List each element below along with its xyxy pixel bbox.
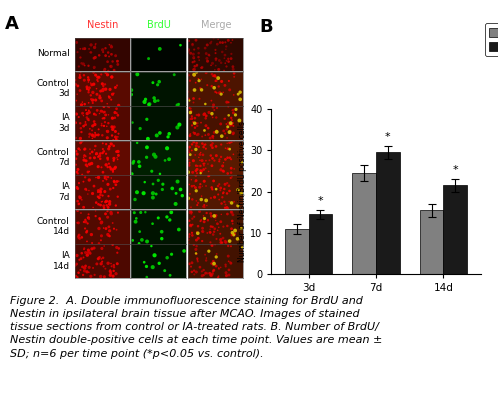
- Text: *: *: [385, 132, 390, 142]
- Bar: [420, 210, 443, 274]
- Text: Control
14d: Control 14d: [37, 217, 70, 236]
- Legend: Control, IA: Control, IA: [485, 23, 498, 57]
- Bar: [376, 153, 399, 274]
- Text: IA
14d: IA 14d: [53, 251, 70, 271]
- Text: Control
3d: Control 3d: [37, 79, 70, 98]
- Text: B: B: [259, 18, 272, 36]
- Bar: [285, 229, 309, 274]
- Text: Nestin: Nestin: [87, 20, 119, 30]
- Text: IA
7d: IA 7d: [58, 182, 70, 202]
- Text: *: *: [453, 165, 458, 175]
- Text: *: *: [318, 196, 323, 206]
- Y-axis label: Number of Nestin/BrdU positive cells: Number of Nestin/BrdU positive cells: [238, 121, 247, 262]
- Bar: [353, 173, 376, 274]
- Text: BrdU: BrdU: [147, 20, 171, 30]
- Bar: [443, 186, 467, 274]
- Text: Merge: Merge: [201, 20, 231, 30]
- Text: Figure 2.  A. Double immunofluorescence staining for BrdU and
Nestin in ipsilate: Figure 2. A. Double immunofluorescence s…: [10, 296, 382, 359]
- Text: Control
7d: Control 7d: [37, 147, 70, 167]
- Text: IA
3d: IA 3d: [58, 113, 70, 132]
- Text: Normal: Normal: [37, 49, 70, 58]
- Text: A: A: [5, 15, 19, 33]
- Bar: [309, 215, 332, 274]
